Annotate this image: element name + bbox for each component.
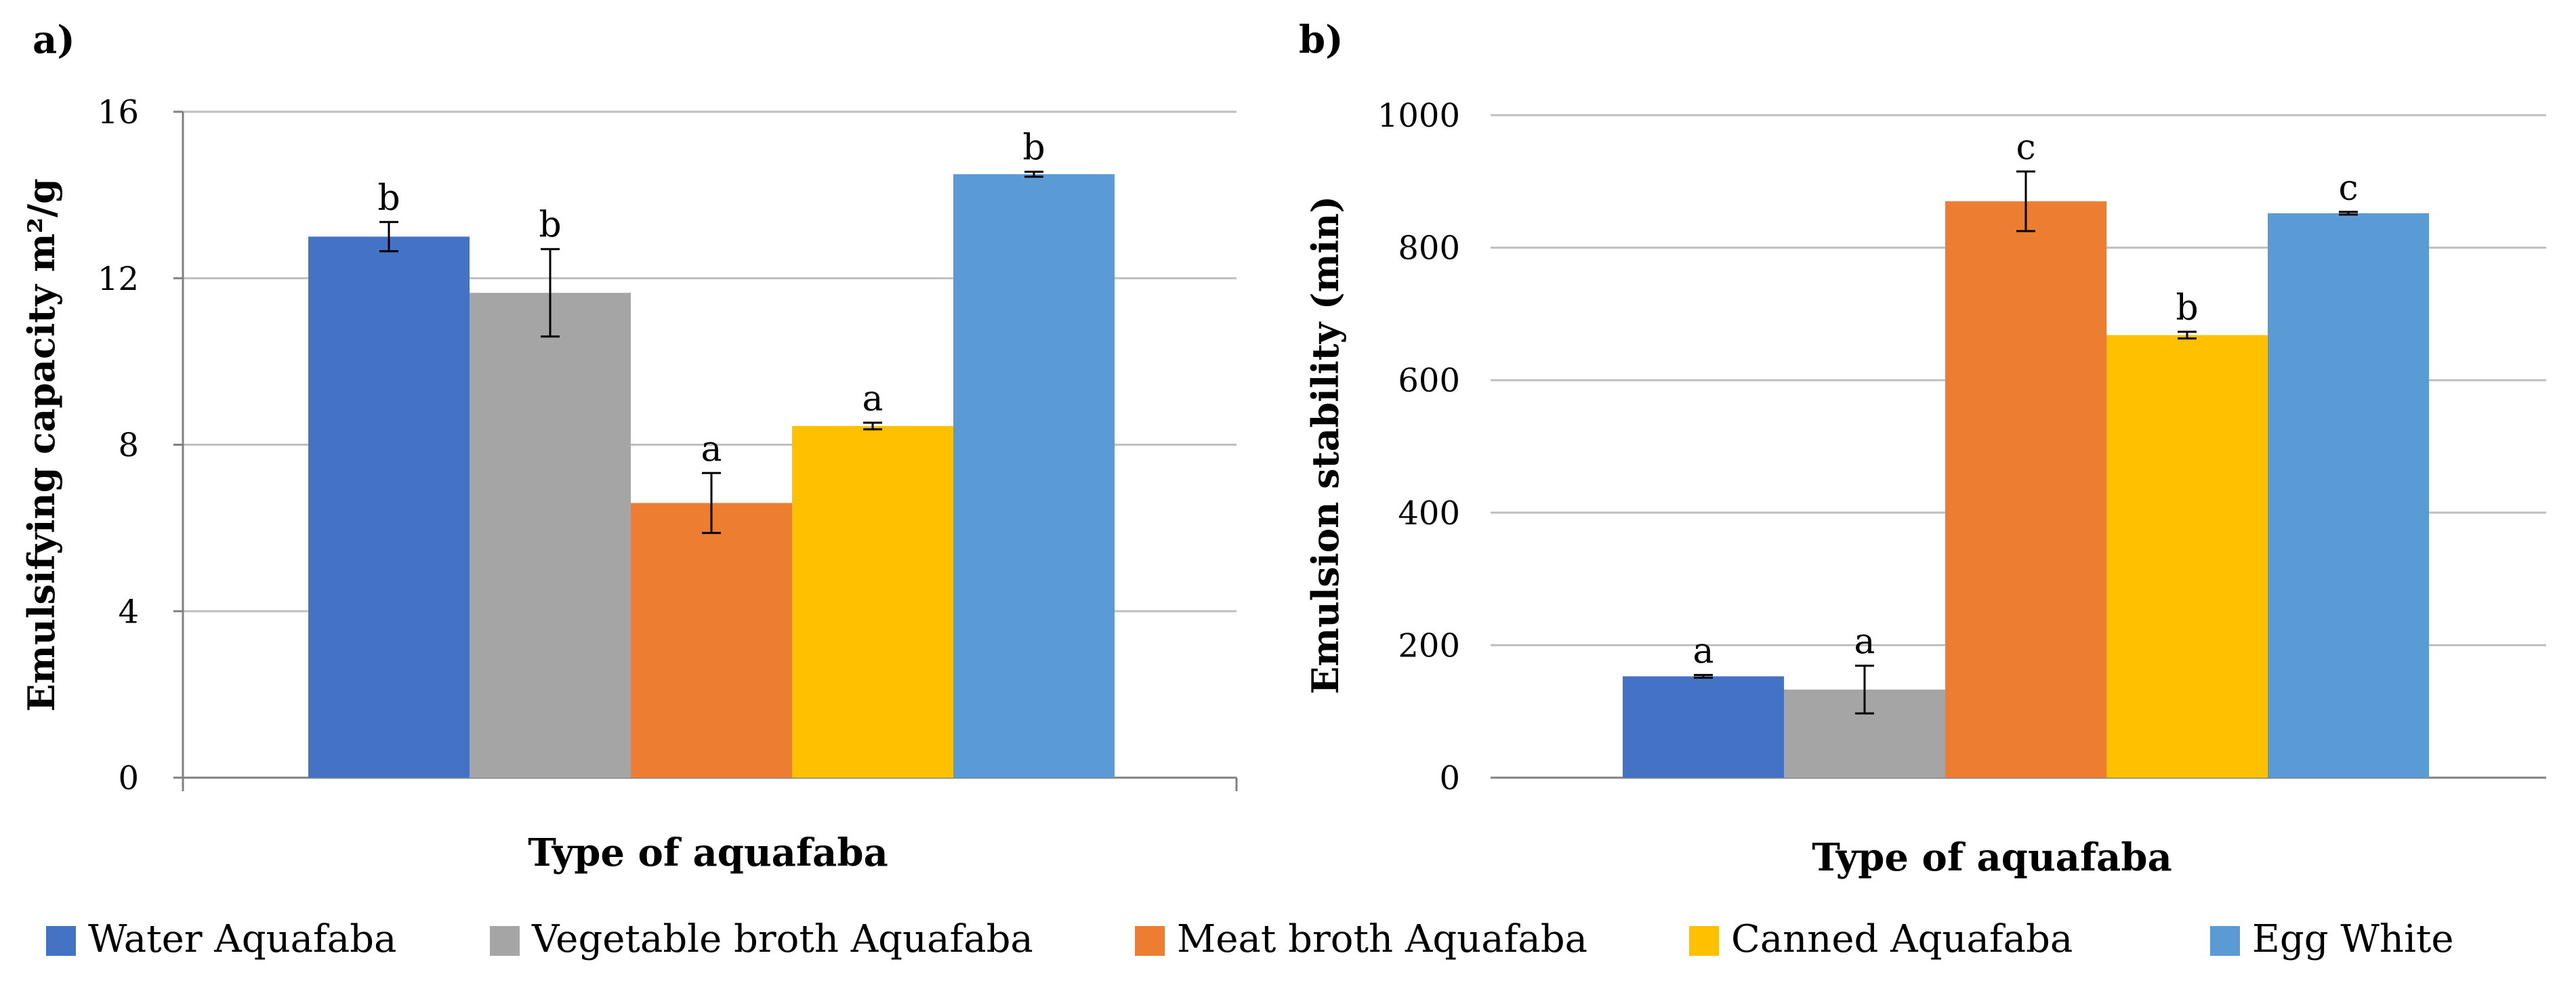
significance-letter: b [2176,288,2198,329]
bar-egg-white [953,174,1115,778]
y-tick-label: 800 [1398,230,1460,268]
legend-item: Water Aquafaba [46,917,396,961]
y-tick-label: 16 [98,93,139,131]
bar-canned-aquafaba [792,425,953,778]
significance-letter: a [1692,631,1713,671]
significance-letter: b [1022,127,1045,168]
bar-meat-broth-aquafaba [631,503,792,778]
significance-letter: c [2338,168,2358,209]
y-tick-label: 200 [1398,627,1460,665]
legend-label: Canned Aquafaba [1731,917,2073,961]
legend-swatch [46,926,76,956]
panel-label: b) [1299,18,1344,62]
bar-water-aquafaba [308,236,470,778]
legend-label: Meat broth Aquafaba [1177,917,1587,961]
error-bar [702,471,721,534]
legend-swatch [2210,926,2240,956]
y-tick-label: 8 [118,427,139,465]
legend-swatch [1135,926,1165,956]
error-bar [2339,211,2358,216]
error-bar [1694,673,1713,679]
error-bar [1855,665,1874,715]
significance-letter: a [701,429,722,469]
y-axis-title: Emulsion stability (min) [1304,196,1347,694]
y-tick-label: 0 [1439,759,1460,797]
bar-vegetable-broth-aquafaba [470,293,631,778]
legend-swatch [1689,926,1719,956]
significance-letter: a [1854,622,1875,663]
y-tick-label: 0 [118,759,139,797]
y-tick-label: 12 [98,260,139,298]
y-tick-label: 4 [118,593,139,631]
legend-item: Meat broth Aquafaba [1135,917,1587,961]
y-tick-label: 1000 [1377,97,1460,135]
bar-egg-white [2268,213,2429,778]
legend-label: Water Aquafaba [88,917,396,961]
legend-item: Egg White [2210,917,2454,961]
y-tick-label: 400 [1398,495,1460,532]
error-bar [379,221,398,253]
x-axis-title: Type of aquafaba [1812,835,2172,880]
x-axis-title: Type of aquafaba [528,831,888,875]
significance-letter: b [539,205,561,246]
legend-item: Canned Aquafaba [1689,917,2073,961]
error-bar [541,248,560,338]
error-bar [1024,170,1043,178]
error-bar [2016,170,2035,232]
bar-canned-aquafaba [2106,335,2268,778]
significance-letter: a [862,379,883,419]
legend-swatch [490,926,520,956]
significance-letter: b [377,178,400,219]
chart-panel-b: b) 0 200 400 600 800 1000 a a c b c Type of aquafaba… [1299,18,2546,880]
legend-label: Egg White [2252,917,2454,961]
legend-item: Vegetable broth Aquafaba [490,917,1033,961]
chart-panel-a: a) 0 4 8 12 16 b b a a b Type of aquafaba Emulsifyin… [20,18,1238,875]
panel-label: a) [33,18,75,62]
bar-water-aquafaba [1623,676,1784,778]
bar-meat-broth-aquafaba [1945,201,2106,778]
error-bar [863,421,882,431]
legend: Water Aquafaba Vegetable broth Aquafaba Me… [46,917,2454,961]
y-tick-label: 600 [1398,362,1460,400]
error-bar [2178,331,2197,340]
y-axis-title: Emulsifying capacity m²/g [20,178,63,711]
legend-label: Vegetable broth Aquafaba [531,917,1033,961]
significance-letter: c [2016,127,2035,168]
